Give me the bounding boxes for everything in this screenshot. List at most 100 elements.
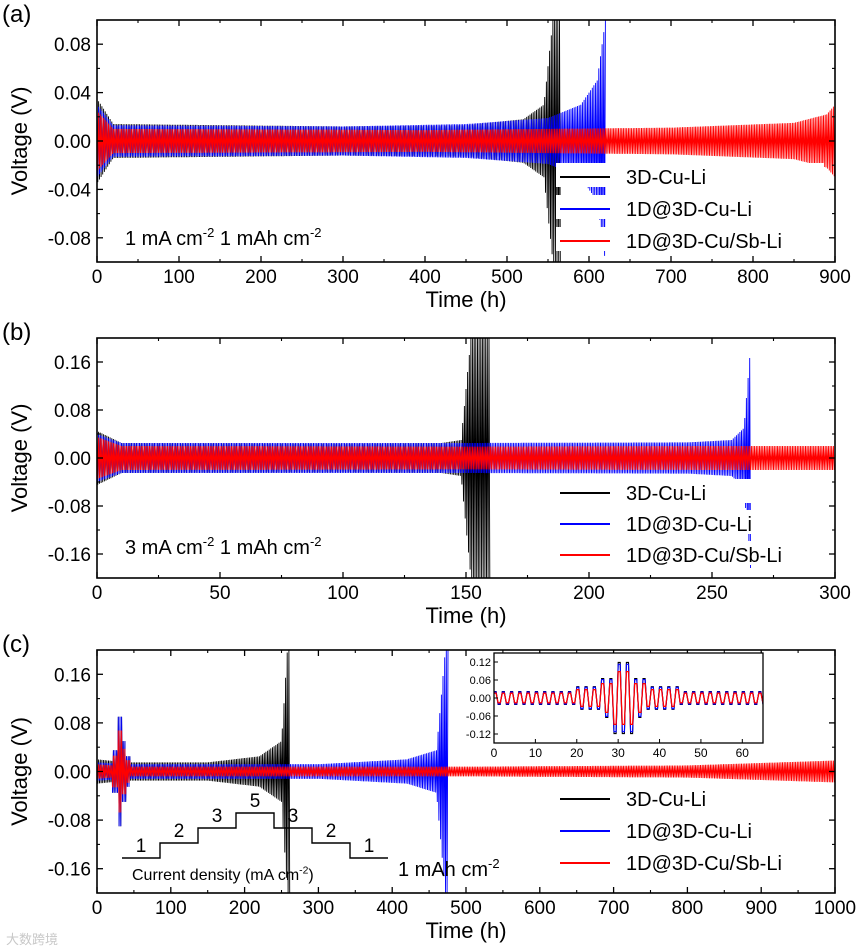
rate-step-label: 2 (174, 821, 185, 842)
rate-step-label: 3 (212, 806, 223, 827)
panel-b: 0 50 100 150 200 250 300 -0.16 -0.08 0.00 0.08 0.16… (2, 319, 851, 628)
x-tick-label: 900 (819, 267, 851, 288)
y-tick-label: -0.08 (48, 811, 91, 832)
legend-entry: 1D@3D-Cu/Sb-Li (626, 545, 782, 567)
legend-entry: 1D@3D-Cu-Li (626, 514, 752, 536)
y-tick-label: 0.04 (54, 84, 91, 105)
x-tick-label: 200 (573, 583, 605, 604)
x-tick-label: 250 (696, 583, 728, 604)
x-tick-label: 600 (573, 267, 605, 288)
inset-x-tick-label: 50 (694, 746, 708, 760)
x-tick-label: 0 (92, 267, 103, 288)
x-tick-label: 100 (163, 267, 195, 288)
rate-step-caption: Current density (mA cm-2) (132, 866, 314, 884)
y-tick-label: 0.08 (54, 401, 91, 422)
legend-background (556, 227, 824, 251)
inset-series (494, 670, 763, 726)
x-tick-label: 200 (229, 898, 261, 919)
y-tick-label: -0.08 (48, 229, 91, 250)
x-tick-label: 50 (209, 583, 230, 604)
inset-x-tick-label: 20 (570, 746, 584, 760)
x-tick-label: 900 (745, 898, 777, 919)
series-1d-3d-cu-sb-li (97, 104, 835, 177)
inset-y-tick-label: 0.00 (470, 693, 491, 705)
x-tick-label: 0 (92, 898, 103, 919)
inset-y-tick-label: 0.06 (470, 675, 491, 687)
y-axis-label: Voltage (V) (7, 717, 32, 826)
rate-step-label: 1 (364, 836, 375, 857)
y-tick-label: -0.16 (48, 545, 91, 566)
panel-label: (b) (2, 319, 31, 346)
inset-y-tick-label: 0.12 (470, 657, 491, 669)
inset-x-tick-label: 0 (491, 746, 498, 760)
y-axis-label: Voltage (V) (7, 404, 32, 513)
legend-background (556, 163, 824, 187)
inset-x-tick-label: 10 (529, 746, 543, 760)
x-tick-label: 800 (737, 267, 769, 288)
legend-background (556, 195, 824, 219)
legend-entry: 1D@3D-Cu-Li (626, 199, 752, 221)
x-tick-label: 200 (245, 267, 277, 288)
x-tick-label: 500 (491, 267, 523, 288)
legend-entry: 1D@3D-Cu/Sb-Li (626, 231, 782, 253)
legend-background (556, 479, 824, 503)
legend-background (556, 510, 824, 534)
x-tick-label: 400 (409, 267, 441, 288)
inset: 0 10 20 30 40 50 60 -0.12 -0.06 0.00 0.06 0.12 (466, 652, 764, 760)
panel-label: (a) (2, 1, 31, 28)
x-tick-label: 100 (155, 898, 187, 919)
panel-a: 0 100 200 300 400 500 600 700 800 900 -0.08 -0.04 0.… (2, 1, 851, 312)
y-tick-label: 0.00 (54, 763, 91, 784)
x-tick-label: 100 (327, 583, 359, 604)
legend-entry: 1D@3D-Cu/Sb-Li (626, 853, 782, 875)
x-tick-label: 0 (92, 583, 103, 604)
rate-step-label: 3 (288, 806, 299, 827)
x-tick-label: 600 (524, 898, 556, 919)
y-tick-label: 0.00 (54, 132, 91, 153)
x-tick-label: 500 (450, 898, 482, 919)
panel-c: 0 100 200 300 400 500 600 700 800 900 1000-0.16-0.… (2, 631, 856, 943)
x-tick-label: 700 (655, 267, 687, 288)
condition-label: 1 mAh cm-2 (398, 856, 500, 881)
x-tick-label: 1000 (814, 898, 856, 919)
x-tick-label: 300 (327, 267, 359, 288)
x-axis-label: Time (h) (425, 603, 506, 628)
x-tick-label: 300 (819, 583, 851, 604)
y-tick-label: -0.16 (48, 860, 91, 881)
inset-x-tick-label: 30 (611, 746, 625, 760)
series-1d-3d-cu-sb-li (97, 436, 835, 479)
x-tick-label: 150 (450, 583, 482, 604)
legend-background (556, 541, 824, 565)
inset-plot (494, 661, 763, 735)
legend-entry: 1D@3D-Cu-Li (626, 821, 752, 843)
condition-label: 1 mA cm-2 1 mAh cm-2 (125, 225, 322, 250)
plot-area (97, 650, 835, 893)
x-axis-label: Time (h) (425, 918, 506, 943)
series-1d-3d-cu-sb-li (97, 730, 835, 813)
rate-step-label: 2 (326, 821, 337, 842)
y-tick-label: -0.04 (48, 180, 92, 201)
rate-step-label: 5 (250, 791, 261, 812)
inset-y-tick-label: -0.12 (466, 729, 491, 741)
inset-x-tick-label: 40 (653, 746, 667, 760)
legend-entry: 3D-Cu-Li (626, 789, 706, 811)
y-tick-label: 0.16 (54, 665, 91, 686)
legend-background (556, 849, 824, 873)
y-tick-label: 0.08 (54, 714, 91, 735)
plot-area (97, 338, 835, 578)
y-axis-label: Voltage (V) (7, 87, 32, 196)
y-tick-label: 0.00 (54, 449, 91, 470)
condition-label: 3 mA cm-2 1 mAh cm-2 (125, 534, 322, 559)
inset-y-tick-label: -0.06 (466, 711, 491, 723)
legend-background (556, 785, 824, 809)
plot-area (97, 20, 835, 262)
x-tick-label: 300 (303, 898, 335, 919)
inset-x-tick-label: 60 (736, 746, 750, 760)
panel-label: (c) (2, 631, 30, 658)
watermark: 大数跨境 (6, 933, 59, 948)
x-tick-label: 800 (672, 898, 704, 919)
y-tick-label: 0.08 (54, 35, 91, 56)
y-tick-label: -0.08 (48, 497, 91, 518)
rate-step-label: 1 (136, 836, 147, 857)
